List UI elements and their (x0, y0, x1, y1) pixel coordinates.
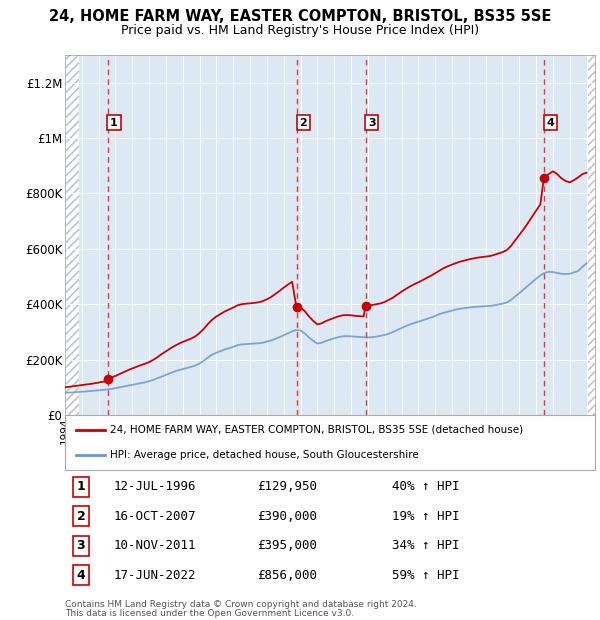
Text: £390,000: £390,000 (257, 510, 317, 523)
Text: 10-NOV-2011: 10-NOV-2011 (114, 539, 196, 552)
Text: 3: 3 (368, 118, 376, 128)
Text: £395,000: £395,000 (257, 539, 317, 552)
Text: 12-JUL-1996: 12-JUL-1996 (114, 480, 196, 494)
Text: Contains HM Land Registry data © Crown copyright and database right 2024.: Contains HM Land Registry data © Crown c… (65, 600, 417, 609)
Text: 4: 4 (547, 118, 554, 128)
Bar (65, 55, 79, 415)
Text: 24, HOME FARM WAY, EASTER COMPTON, BRISTOL, BS35 5SE: 24, HOME FARM WAY, EASTER COMPTON, BRIST… (49, 9, 551, 24)
Text: 34% ↑ HPI: 34% ↑ HPI (392, 539, 459, 552)
Text: 4: 4 (77, 569, 85, 582)
Text: 16-OCT-2007: 16-OCT-2007 (114, 510, 196, 523)
Text: Price paid vs. HM Land Registry's House Price Index (HPI): Price paid vs. HM Land Registry's House … (121, 24, 479, 37)
Text: 1: 1 (110, 118, 118, 128)
Text: HPI: Average price, detached house, South Gloucestershire: HPI: Average price, detached house, Sout… (110, 450, 419, 460)
Text: £129,950: £129,950 (257, 480, 317, 494)
Text: 2: 2 (299, 118, 307, 128)
Text: 3: 3 (77, 539, 85, 552)
Text: £856,000: £856,000 (257, 569, 317, 582)
Text: 2: 2 (77, 510, 85, 523)
Bar (587, 55, 595, 415)
Text: 1: 1 (77, 480, 85, 494)
Text: 40% ↑ HPI: 40% ↑ HPI (392, 480, 459, 494)
Text: This data is licensed under the Open Government Licence v3.0.: This data is licensed under the Open Gov… (65, 608, 354, 618)
Text: 24, HOME FARM WAY, EASTER COMPTON, BRISTOL, BS35 5SE (detached house): 24, HOME FARM WAY, EASTER COMPTON, BRIST… (110, 425, 523, 435)
Text: 59% ↑ HPI: 59% ↑ HPI (392, 569, 459, 582)
Text: 17-JUN-2022: 17-JUN-2022 (114, 569, 196, 582)
Text: 19% ↑ HPI: 19% ↑ HPI (392, 510, 459, 523)
